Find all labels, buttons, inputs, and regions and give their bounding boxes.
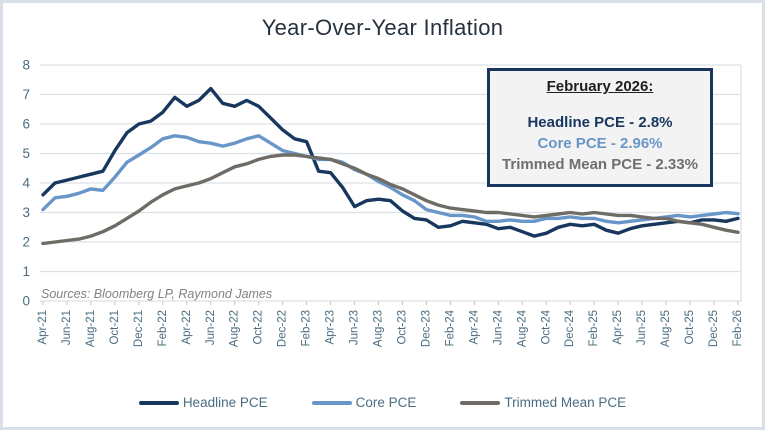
core-pce-line xyxy=(41,134,740,225)
y-tick-label: 3 xyxy=(22,205,30,220)
y-tick-label: 5 xyxy=(22,146,30,161)
x-tick-label: Dec-23 xyxy=(420,310,432,347)
legend-label: Trimmed Mean PCE xyxy=(504,395,627,410)
annotation-core-pce: Core PCE - 2.96% xyxy=(537,135,663,152)
core-pce-line-swatch-icon xyxy=(311,400,352,405)
y-tick-label: 7 xyxy=(22,87,30,102)
inflation-chart-plot: 0 1 2 3 4 5 6 7 8 Apr-21 Jun-21 Aug-21 Oct-21 Dec-21 F… xyxy=(22,58,744,348)
x-tick-label: Apr-22 xyxy=(181,310,193,345)
chart-legend: Headline PCE Core PCE Trimmed Mean PCE xyxy=(3,395,762,410)
source-note: Sources: Bloomberg LP, Raymond James xyxy=(41,287,273,301)
x-tick-label: Jun-22 xyxy=(205,310,217,345)
x-tick-label: Feb-23 xyxy=(301,310,313,346)
annotation-box: February 2026: Headline PCE - 2.8% Core … xyxy=(487,68,713,187)
annotation-headline-pce: Headline PCE - 2.8% xyxy=(527,114,673,131)
y-tick-label: 4 xyxy=(22,176,30,191)
x-tick-label: Oct-21 xyxy=(109,310,121,345)
legend-item-headline-pce: Headline PCE xyxy=(138,395,268,410)
chart-title: Year-Over-Year Inflation xyxy=(261,15,504,40)
legend-label: Core PCE xyxy=(355,395,417,410)
x-tick-label: Aug-22 xyxy=(229,310,241,347)
y-tick-label: 6 xyxy=(22,117,30,132)
x-tick-label: Dec-21 xyxy=(133,310,145,347)
x-tick-label: Oct-24 xyxy=(540,309,552,344)
y-tick-label: 8 xyxy=(22,58,30,73)
x-tick-label: Aug-23 xyxy=(373,310,385,347)
x-tick-label: Apr-23 xyxy=(325,310,337,345)
trimmed-mean-pce-line-swatch-icon xyxy=(460,400,501,405)
legend-label: Headline PCE xyxy=(182,395,268,410)
x-tick-label: Jun-21 xyxy=(61,310,73,345)
x-tick-label: Feb-24 xyxy=(444,309,456,346)
x-tick-label: Oct-22 xyxy=(253,310,265,345)
x-tick-label: Apr-25 xyxy=(612,310,624,345)
x-tick-label: Aug-24 xyxy=(516,309,528,347)
x-tick-label: Jun-24 xyxy=(492,309,504,345)
x-tick-label: Feb-22 xyxy=(157,310,169,346)
x-tick-label: Jun-23 xyxy=(349,310,361,345)
x-tick-label: Oct-23 xyxy=(396,310,408,345)
x-tick-label: Apr-21 xyxy=(37,310,49,345)
legend-item-trimmed-mean-pce: Trimmed Mean PCE xyxy=(460,395,626,410)
x-tick-label: Dec-25 xyxy=(708,310,720,347)
x-tick-label: Dec-24 xyxy=(564,309,576,347)
annotation-trimmed-mean-pce: Trimmed Mean PCE - 2.33% xyxy=(502,156,698,173)
trimmed-mean-pce-line xyxy=(41,153,740,246)
legend-item-core-pce: Core PCE xyxy=(311,395,417,410)
headline-pce-line xyxy=(41,86,740,238)
x-tick-label: Aug-25 xyxy=(660,310,672,347)
x-tick-label: Apr-24 xyxy=(468,309,480,344)
x-tick-label: Dec-22 xyxy=(277,310,289,347)
x-tick-label: Aug-21 xyxy=(85,310,97,347)
x-tick-label: Feb-26 xyxy=(732,310,744,346)
x-tick-label: Jun-25 xyxy=(636,310,648,345)
x-tick-label: Oct-25 xyxy=(684,310,696,345)
x-tick-label: Feb-25 xyxy=(588,310,600,346)
y-tick-label: 2 xyxy=(22,235,30,250)
annotation-heading: February 2026: xyxy=(546,78,654,95)
y-tick-label: 0 xyxy=(22,294,30,309)
headline-pce-line-swatch-icon xyxy=(138,400,179,405)
y-tick-label: 1 xyxy=(22,264,30,279)
